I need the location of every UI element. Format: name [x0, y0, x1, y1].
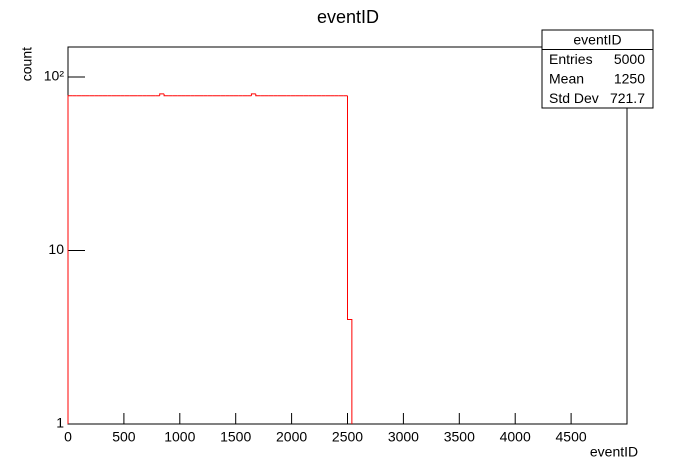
y-axis-label: count	[19, 47, 35, 81]
x-tick-label: 500	[112, 429, 136, 445]
stats-value: 721.7	[610, 90, 645, 106]
y-tick-label: 10²	[44, 68, 65, 84]
histogram-bin	[67, 95, 73, 424]
stats-label: Entries	[549, 51, 593, 67]
x-tick-label: 2500	[332, 429, 363, 445]
chart-title: eventID	[317, 7, 379, 27]
stats-label: Mean	[549, 70, 584, 86]
stats-title: eventID	[573, 31, 621, 47]
x-axis-label: eventID	[590, 444, 638, 460]
x-tick-label: 1500	[220, 429, 251, 445]
x-tick-label: 3000	[388, 429, 419, 445]
x-tick-label: 3500	[444, 429, 475, 445]
x-tick-label: 1000	[164, 429, 195, 445]
histogram-bin	[255, 93, 261, 97]
x-tick-label: 0	[64, 429, 72, 445]
x-tick-label: 4000	[500, 429, 531, 445]
stats-box	[541, 29, 654, 109]
histogram-bin	[163, 93, 169, 97]
stats-value: 1250	[614, 70, 645, 86]
stats-value: 5000	[614, 51, 645, 67]
histogram-bin	[347, 95, 353, 424]
x-tick-label: 4500	[556, 429, 587, 445]
y-tick-label: 10	[48, 241, 64, 257]
x-tick-label: 2000	[276, 429, 307, 445]
histogram-bin	[159, 93, 165, 96]
histogram-bin	[250, 93, 256, 96]
y-tick-label: 1	[56, 415, 64, 431]
stats-label: Std Dev	[549, 90, 599, 106]
